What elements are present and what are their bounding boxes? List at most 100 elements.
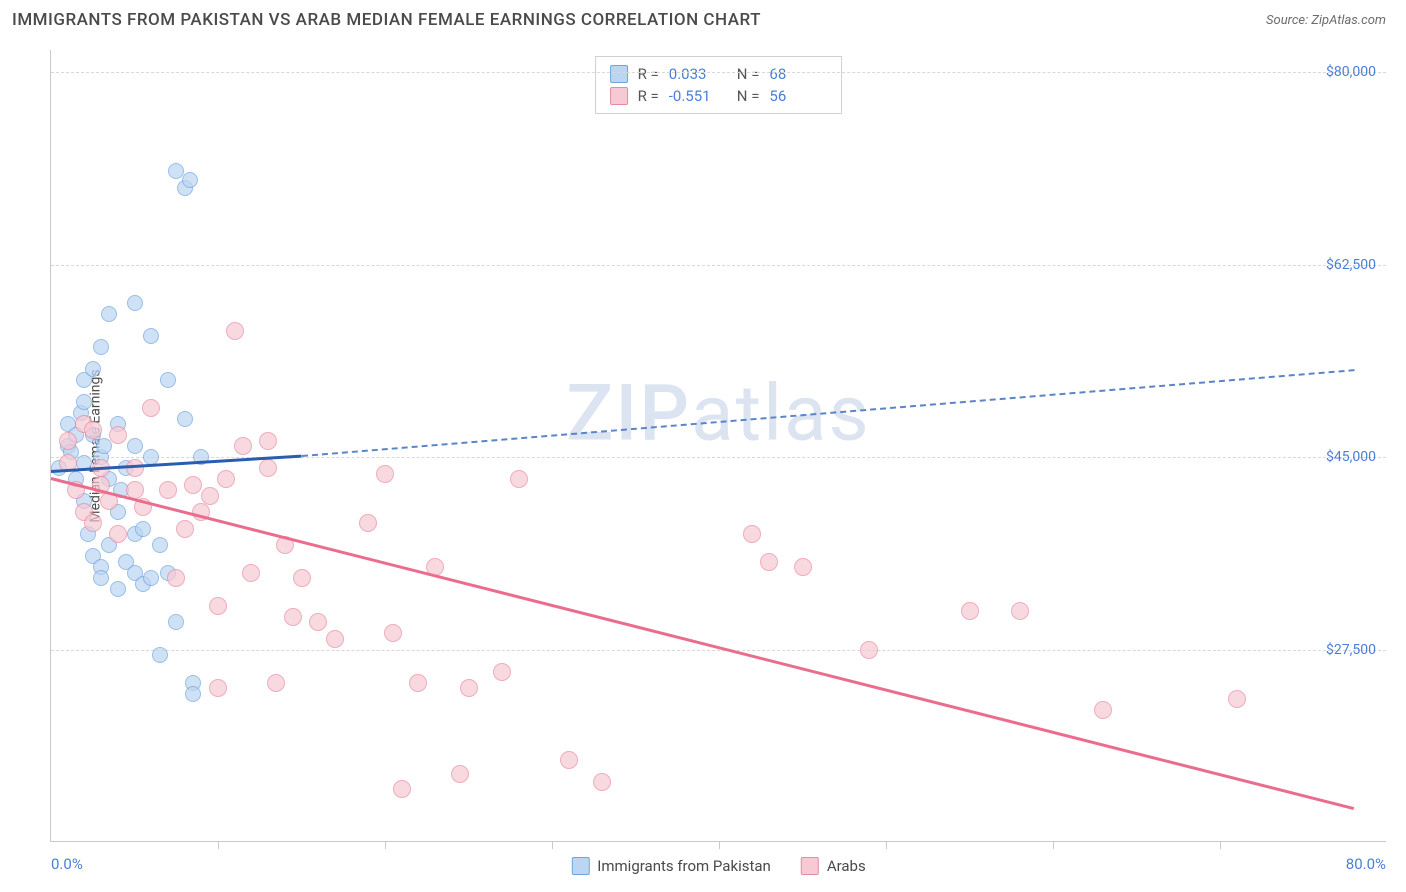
data-point xyxy=(135,521,151,537)
gridline xyxy=(51,72,1386,73)
data-point xyxy=(267,674,285,692)
x-tick xyxy=(886,841,887,849)
data-point xyxy=(185,686,201,702)
legend-r-value: 0.033 xyxy=(669,65,727,83)
data-point xyxy=(109,525,127,543)
x-axis-min-label: 0.0% xyxy=(51,855,83,873)
data-point xyxy=(127,438,143,454)
data-point xyxy=(159,481,177,499)
gridline xyxy=(51,650,1386,651)
data-point xyxy=(201,487,219,505)
data-point xyxy=(259,459,277,477)
source-attribution: Source: ZipAtlas.com xyxy=(1266,13,1386,28)
data-point xyxy=(84,421,102,439)
legend-series-label: Immigrants from Pakistan xyxy=(597,857,771,875)
data-point xyxy=(127,295,143,311)
y-tick-label: $62,500 xyxy=(1326,257,1376,273)
legend-r-label: R = xyxy=(638,87,659,105)
y-tick-label: $45,000 xyxy=(1326,449,1376,465)
legend-stat-row: R = -0.551 N = 56 xyxy=(610,85,828,107)
y-tick-label: $80,000 xyxy=(1326,64,1376,80)
data-point xyxy=(510,470,528,488)
legend-series-label: Arabs xyxy=(827,857,866,875)
data-point xyxy=(860,641,878,659)
gridline xyxy=(51,265,1386,266)
data-point xyxy=(152,537,168,553)
legend-n-label: N = xyxy=(737,87,760,105)
legend-swatch xyxy=(571,857,589,875)
data-point xyxy=(109,426,127,444)
trend-line xyxy=(301,369,1353,457)
legend-swatch xyxy=(801,857,819,875)
data-point xyxy=(76,394,92,410)
data-point xyxy=(384,624,402,642)
data-point xyxy=(393,780,411,798)
data-point xyxy=(142,399,160,417)
scatter-chart: ZIPatlas Median Female Earnings 0.0% 80.… xyxy=(50,50,1386,842)
data-point xyxy=(234,437,252,455)
legend-series: Immigrants from Pakistan Arabs xyxy=(571,857,865,875)
data-point xyxy=(760,553,778,571)
data-point xyxy=(168,614,184,630)
x-tick xyxy=(218,841,219,849)
data-point xyxy=(593,773,611,791)
data-point xyxy=(110,581,126,597)
x-tick xyxy=(1053,841,1054,849)
data-point xyxy=(284,608,302,626)
data-point xyxy=(177,411,193,427)
data-point xyxy=(176,520,194,538)
x-tick xyxy=(719,841,720,849)
legend-r-label: R = xyxy=(638,65,659,83)
data-point xyxy=(376,465,394,483)
data-point xyxy=(93,570,109,586)
data-point xyxy=(59,432,77,450)
data-point xyxy=(101,306,117,322)
data-point xyxy=(961,602,979,620)
legend-series-item: Arabs xyxy=(801,857,866,875)
x-tick xyxy=(1220,841,1221,849)
data-point xyxy=(259,432,277,450)
legend-n-value: 56 xyxy=(769,87,827,105)
data-point xyxy=(184,476,202,494)
data-point xyxy=(182,172,198,188)
data-point xyxy=(217,470,235,488)
data-point xyxy=(794,558,812,576)
data-point xyxy=(242,564,260,582)
x-tick xyxy=(385,841,386,849)
data-point xyxy=(143,328,159,344)
x-tick xyxy=(552,841,553,849)
data-point xyxy=(409,674,427,692)
data-point xyxy=(493,663,511,681)
data-point xyxy=(359,514,377,532)
data-point xyxy=(309,613,327,631)
legend-stats: R = 0.033 N = 68 R = -0.551 N = 56 xyxy=(595,56,843,114)
legend-n-label: N = xyxy=(737,65,760,83)
data-point xyxy=(160,372,176,388)
data-point xyxy=(1228,690,1246,708)
data-point xyxy=(326,630,344,648)
data-point xyxy=(143,570,159,586)
y-tick-label: $27,500 xyxy=(1326,642,1376,658)
legend-stat-row: R = 0.033 N = 68 xyxy=(610,63,828,85)
legend-series-item: Immigrants from Pakistan xyxy=(571,857,771,875)
legend-r-value: -0.551 xyxy=(669,87,727,105)
data-point xyxy=(152,647,168,663)
data-point xyxy=(209,679,227,697)
data-point xyxy=(126,459,144,477)
data-point xyxy=(209,597,227,615)
data-point xyxy=(293,569,311,587)
trend-line xyxy=(51,477,1354,809)
data-point xyxy=(226,322,244,340)
legend-n-value: 68 xyxy=(769,65,827,83)
data-point xyxy=(451,765,469,783)
data-point xyxy=(1094,701,1112,719)
chart-title: IMMIGRANTS FROM PAKISTAN VS ARAB MEDIAN … xyxy=(12,10,761,30)
data-point xyxy=(460,679,478,697)
data-point xyxy=(560,751,578,769)
x-axis-max-label: 80.0% xyxy=(1346,855,1386,873)
data-point xyxy=(1011,602,1029,620)
legend-swatch xyxy=(610,87,628,105)
data-point xyxy=(167,569,185,587)
data-point xyxy=(85,361,101,377)
data-point xyxy=(84,514,102,532)
